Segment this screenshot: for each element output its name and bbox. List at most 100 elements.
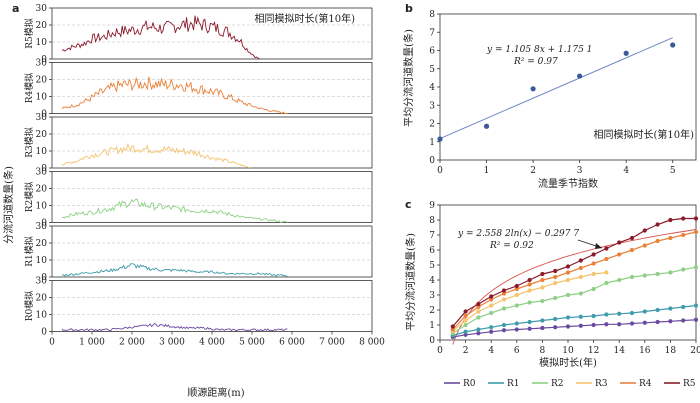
series-point [514,286,519,292]
panel-c-fit-equation: y = 2.558 2ln(x) − 0.297 7 [457,228,579,239]
series-point [617,277,622,283]
x-tick-label: 3 000 [159,338,185,348]
series-point [540,285,545,290]
y-tick-label: 30 [36,59,48,69]
subplot-frame [51,280,373,332]
series-R4 [450,229,699,332]
y-tick-label: 0 [429,156,435,166]
panel-b-y-axis-label: 平均分流河道数量(条) [402,29,415,127]
series-point [489,329,494,334]
series-point [591,252,596,257]
y-tick-label: 20 [36,21,48,31]
x-tick-label: 3 [577,166,583,176]
subplot-frame [51,7,373,60]
series-line [61,198,288,223]
y-tick-label: 20 [36,76,48,86]
series-point [578,274,583,280]
series-line [452,217,696,327]
series-point [578,265,583,271]
series-point [668,235,673,241]
series-point [565,292,571,298]
series-point [629,321,635,326]
data-point [530,86,536,92]
series-R1 [450,303,699,338]
series-point [668,270,673,275]
y-tick-label: 0 [41,328,47,338]
series-point [527,326,532,331]
subplot-frame [51,116,373,169]
panel-a-annotation: 相同模拟时长(第10年) [254,12,355,25]
y-tick-label: 0 [41,219,47,229]
series-point [463,322,468,328]
data-point [577,73,583,79]
series-point [463,318,468,323]
series-line [452,304,697,337]
y-tick-label: 20 [36,130,48,140]
y-tick-label: 0 [429,336,435,346]
series-point [450,327,455,332]
series-point [489,297,494,302]
panel-a-y-axis-label: 分流河道数量(条) [2,166,15,244]
series-point [655,307,660,313]
legend-label: R5 [683,379,696,389]
series-point [642,273,647,278]
series-R5 [450,216,699,329]
panel-b-letter: b [405,2,413,15]
fit-curve [452,229,697,345]
panel-c-lines: c 平均分流河道数量(条) 模拟时长(年) y = 2.558 2ln(x) −… [404,198,700,369]
x-tick-label: 2 [530,166,536,176]
series-point [604,280,609,286]
series-point [693,265,699,270]
series-point [668,217,673,223]
series-point [604,246,609,251]
x-tick-label: 6 [514,346,520,356]
x-tick-label: 1 000 [79,338,105,348]
series-label: R5模拟 [23,18,35,49]
series-point [501,328,507,333]
series-point [565,264,571,269]
series-point [553,274,558,280]
data-point [623,50,629,56]
series-point [463,332,468,337]
series-point [527,288,532,293]
series-point [476,327,481,332]
y-tick-label: 20 [36,294,48,304]
y-tick-label: 7 [429,231,435,241]
x-tick-label: 16 [639,346,651,356]
y-tick-label: 2 [429,306,435,316]
series-point [617,322,622,327]
y-tick-label: 10 [36,202,48,212]
series-point [629,274,635,280]
y-tick-label: 9 [429,201,435,211]
x-tick-label: 1 [484,166,490,176]
series-point [681,267,686,272]
data-point [437,136,443,142]
x-tick-label: 7 000 [319,338,345,348]
series-label: R3模拟 [23,127,35,158]
legend-label: R0 [463,379,476,389]
series-point [540,277,545,283]
series-point [463,313,468,319]
y-tick-label: 10 [36,38,48,48]
series-point [693,216,699,221]
y-tick-label: 7 [429,28,435,38]
y-tick-label: 10 [36,147,48,157]
series-point [591,322,596,328]
series-point [604,322,609,327]
y-tick-label: 30 [36,222,48,232]
series-point [476,304,481,310]
y-tick-label: 0 [41,273,47,283]
y-tick-label: 5 [429,65,435,75]
x-tick-label: 14 [613,346,625,356]
series-point [514,292,519,298]
x-tick-label: 4 000 [199,338,225,348]
y-tick-label: 3 [429,101,435,111]
data-point [670,42,676,48]
series-point [527,277,532,283]
series-line [452,266,697,334]
series-point [629,235,635,241]
series-point [604,270,609,275]
